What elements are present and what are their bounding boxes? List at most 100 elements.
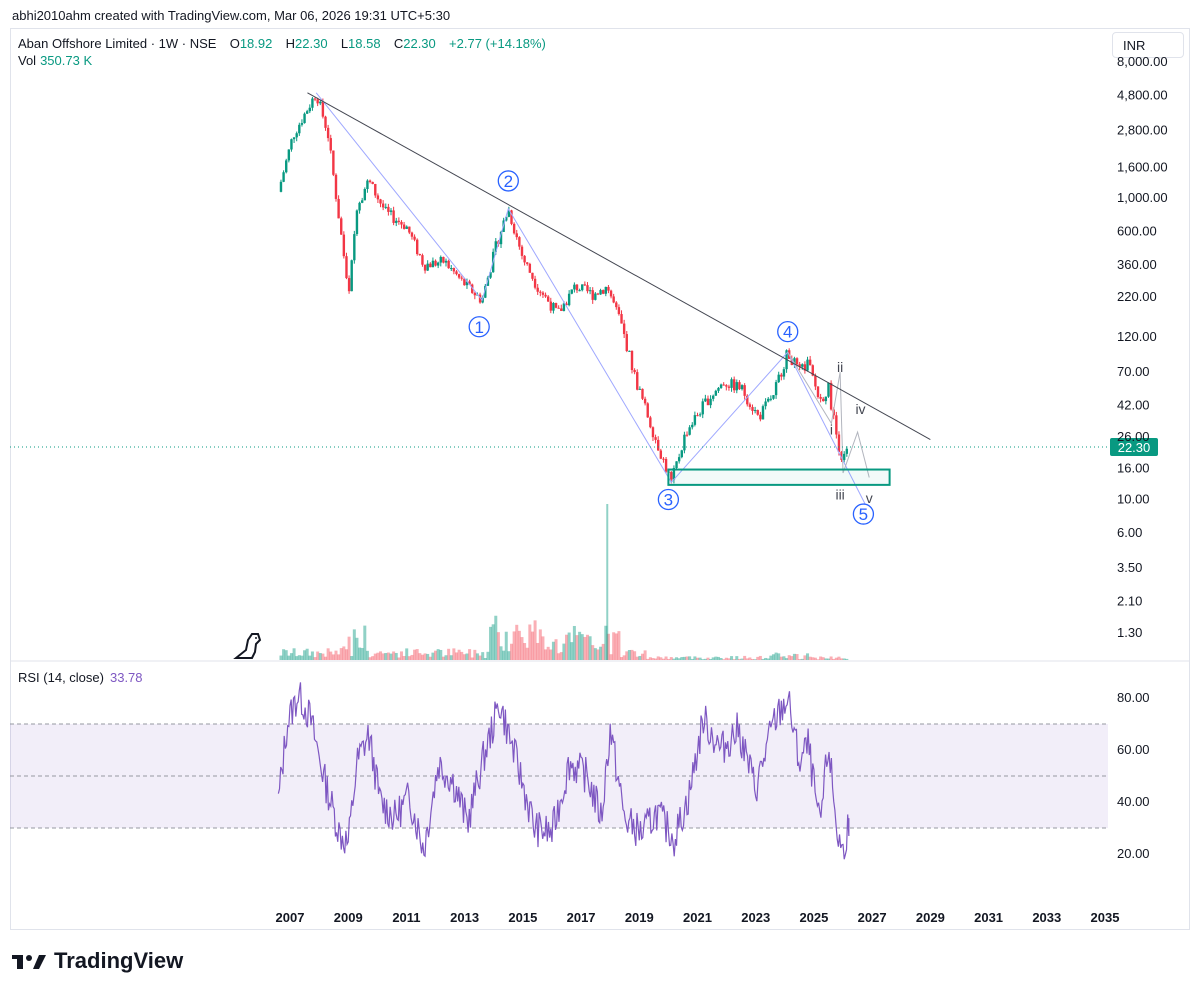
volume-bar bbox=[321, 653, 325, 660]
candle-body bbox=[523, 255, 526, 263]
candle-body bbox=[840, 451, 843, 460]
volume-bar bbox=[491, 624, 495, 660]
volume-bar bbox=[680, 657, 684, 660]
volume-bar bbox=[499, 646, 503, 660]
volume-bar bbox=[622, 655, 626, 660]
close-label: C bbox=[393, 36, 404, 51]
candle-body bbox=[282, 172, 285, 182]
volume-bar bbox=[790, 656, 794, 660]
volume-bar bbox=[811, 657, 815, 660]
candle-body bbox=[753, 410, 757, 412]
candle-body bbox=[342, 234, 346, 257]
candle-body bbox=[484, 285, 487, 298]
volume-bar bbox=[832, 658, 836, 660]
candle-body bbox=[295, 133, 298, 138]
candle-body bbox=[573, 284, 576, 290]
resistance-trendline bbox=[307, 92, 931, 440]
volume-bar bbox=[724, 657, 728, 660]
volume-bar bbox=[447, 648, 451, 660]
price-axis-tick-label: 70.00 bbox=[1117, 364, 1150, 379]
volume-bar bbox=[648, 657, 652, 660]
candle-body bbox=[308, 107, 311, 112]
candle-body bbox=[583, 284, 587, 286]
volume-bar bbox=[287, 655, 291, 660]
candle-body bbox=[594, 293, 597, 300]
candle-body bbox=[625, 334, 628, 352]
subwave-label-ii: ii bbox=[837, 359, 843, 375]
volume-bar bbox=[787, 655, 791, 660]
volume-bar bbox=[667, 658, 671, 660]
volume-bar bbox=[494, 615, 498, 660]
candle-body bbox=[334, 174, 338, 199]
symbol-title[interactable]: Aban Offshore Limited · 1W · NSE bbox=[18, 36, 217, 51]
candle-body bbox=[722, 384, 725, 386]
candle-body bbox=[735, 382, 738, 391]
price-axis-tick-label: 3.50 bbox=[1117, 560, 1142, 575]
volume-bar bbox=[638, 655, 642, 660]
price-axis-tick-label: 220.00 bbox=[1117, 289, 1157, 304]
candle-body bbox=[381, 203, 385, 208]
time-axis-tick-label: 2021 bbox=[683, 910, 712, 925]
candle-body bbox=[481, 297, 484, 303]
chart-frame bbox=[10, 28, 1190, 930]
candle-body bbox=[591, 290, 594, 300]
candle-body bbox=[730, 379, 733, 388]
currency-button[interactable]: INR bbox=[1112, 32, 1184, 58]
volume-bar bbox=[289, 653, 293, 660]
volume-bar bbox=[454, 652, 458, 660]
candle-body bbox=[507, 210, 511, 217]
high-value: 22.30 bbox=[295, 36, 328, 51]
rsi-label[interactable]: RSI (14, close) bbox=[18, 670, 104, 685]
candle-body bbox=[549, 301, 552, 311]
candle-body bbox=[400, 221, 403, 225]
time-axis-tick-label: 2029 bbox=[916, 910, 945, 925]
volume-bar bbox=[415, 649, 419, 660]
candle-body bbox=[701, 401, 704, 415]
volume-bar bbox=[358, 647, 362, 660]
volume-bar bbox=[735, 656, 739, 660]
volume-bar bbox=[601, 643, 605, 660]
candle-body bbox=[835, 415, 838, 435]
volume-bar bbox=[410, 654, 414, 660]
candle-body bbox=[819, 397, 822, 399]
volume-bar bbox=[533, 620, 537, 660]
volume-bar bbox=[481, 652, 485, 660]
volume-bar bbox=[559, 652, 563, 660]
volume-bar bbox=[766, 658, 770, 660]
candle-body bbox=[756, 410, 759, 415]
candle-body bbox=[746, 395, 749, 405]
wave-number: 4 bbox=[783, 323, 792, 342]
volume-bar bbox=[845, 658, 849, 660]
volume-bar bbox=[709, 658, 713, 660]
candle-body bbox=[777, 374, 780, 383]
candle-body bbox=[450, 268, 453, 270]
candle-body bbox=[397, 220, 401, 222]
candle-body bbox=[552, 303, 555, 311]
volume-bar bbox=[295, 656, 299, 660]
candle-body bbox=[659, 450, 663, 459]
volume-bar bbox=[462, 654, 466, 660]
volume-bar bbox=[614, 633, 618, 660]
rsi-line bbox=[277, 682, 850, 860]
candle-body bbox=[843, 453, 846, 460]
volume-bar bbox=[609, 654, 613, 660]
candle-body bbox=[774, 382, 778, 396]
volume-bar bbox=[523, 643, 527, 660]
volume-bar bbox=[465, 653, 469, 660]
candle-body bbox=[379, 199, 382, 204]
volume-label[interactable]: Vol bbox=[18, 53, 37, 68]
chart-caption: abhi2010ahm created with TradingView.com… bbox=[12, 8, 451, 23]
rsi-axis-tick-label: 40.00 bbox=[1117, 794, 1150, 809]
volume-bar bbox=[426, 653, 430, 660]
brand-logo[interactable]: TradingView bbox=[12, 948, 183, 974]
candle-body bbox=[489, 272, 492, 278]
candle-body bbox=[311, 98, 314, 108]
price-axis-tick-label: 2.10 bbox=[1117, 594, 1142, 609]
volume-bar bbox=[640, 653, 644, 660]
candle-body bbox=[709, 398, 712, 406]
volume-bar bbox=[685, 656, 689, 660]
rsi-axis-tick-label: 80.00 bbox=[1117, 690, 1150, 705]
candle-body bbox=[607, 286, 610, 291]
volume-bar bbox=[816, 659, 820, 660]
